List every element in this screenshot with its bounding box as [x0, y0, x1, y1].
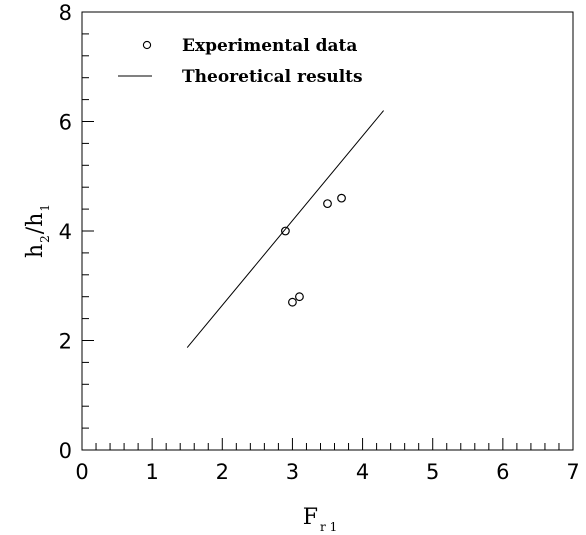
y-tick-label: 4: [59, 220, 72, 244]
y-axis-title-h1: h: [23, 213, 48, 227]
y-tick-label: 0: [59, 439, 72, 463]
y-tick-label: 8: [59, 1, 72, 25]
legend-label-theoretical: Theoretical results: [182, 67, 363, 87]
experimental-point: [323, 199, 332, 209]
legend-label-experimental: Experimental data: [182, 36, 357, 56]
tick-labels: 0 1 2 3 4 5 6 7 0 2 4 6 8: [59, 1, 580, 484]
x-tick-label: 1: [145, 460, 158, 484]
x-axis-title-subscript: r 1: [320, 520, 337, 534]
x-tick-label: 6: [496, 460, 509, 484]
y-axis-title-slash: /: [23, 226, 48, 234]
x-tick-label: 0: [75, 460, 88, 484]
x-tick-label: 7: [566, 460, 579, 484]
plot-marks: [186, 110, 384, 348]
experimental-point: [337, 193, 346, 203]
x-tick-label: 3: [286, 460, 299, 484]
y-tick-label: 2: [59, 330, 72, 354]
y-axis-title: h2/h1: [23, 204, 52, 258]
y-axis-title-sub-1: 1: [38, 204, 52, 212]
y-axis-title-h2: h: [23, 244, 48, 258]
legend: Experimental data Theoretical results: [118, 36, 363, 87]
x-tick-label: 4: [356, 460, 369, 484]
legend-circle-marker: [142, 40, 152, 50]
experimental-point: [281, 226, 290, 236]
x-tick-label: 2: [216, 460, 229, 484]
minor-ticks: [82, 33, 560, 450]
theoretical-line: [186, 110, 384, 348]
experimental-point: [288, 297, 297, 307]
x-tick-label: 5: [426, 460, 439, 484]
experimental-point: [295, 292, 304, 302]
y-axis-title-sub-2: 2: [38, 235, 52, 243]
x-axis-title-main: F: [303, 505, 318, 530]
y-tick-label: 6: [59, 111, 72, 135]
